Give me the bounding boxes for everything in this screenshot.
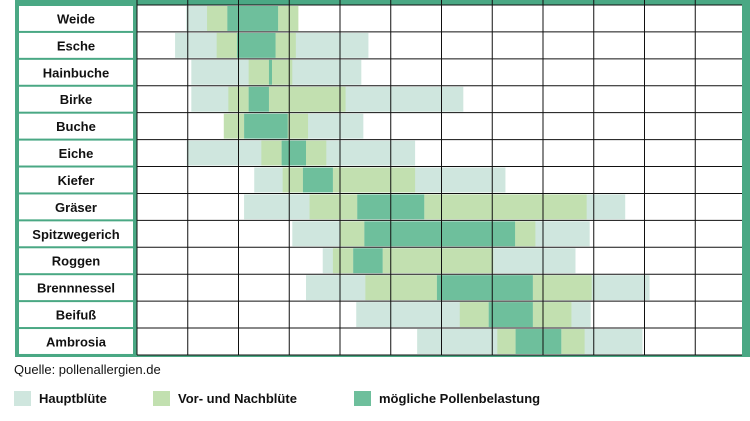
- row-label-birke: Birke: [60, 92, 93, 107]
- row-label-beifuß: Beifuß: [56, 308, 97, 323]
- vor-nachbluete-bar-esche-0: [216, 32, 237, 58]
- pollenbelastung-bar-brennnessel-0: [436, 275, 533, 301]
- month-grid: [136, 0, 742, 356]
- legend-label-prepost: Vor- und Nachblüte: [178, 391, 297, 406]
- row-label-roggen: Roggen: [52, 254, 100, 269]
- pollenbelastung-bar-beifuß-0: [488, 302, 533, 328]
- row-label-cell-brennnessel: [19, 275, 133, 301]
- source-note: Quelle: pollenallergien.de: [14, 362, 161, 377]
- pollenbelastung-bar-kiefer-0: [302, 167, 333, 193]
- row-label-spitzwegerich: Spitzwegerich: [32, 227, 119, 242]
- row-labels: Weide Esche Hainbuche Birke Buche Eiche Kiefer…: [32, 11, 119, 349]
- legend-swatch-main: [14, 391, 31, 406]
- vor-nachbluete-bar-weide-0: [207, 6, 228, 31]
- row-label-cell-birke: [19, 86, 133, 112]
- row-label-eiche: Eiche: [59, 146, 94, 161]
- vor-nachbluete-bar-ambrosia-0: [497, 329, 516, 354]
- pollenbelastung-bar-hainbuche-0: [268, 59, 272, 85]
- row-label-column: [19, 6, 133, 354]
- pollenbelastung-bar-esche-0: [236, 32, 276, 58]
- vor-nachbluete-bar-ambrosia-1: [561, 329, 585, 354]
- pollenbelastung-bar-eiche-0: [281, 140, 306, 166]
- row-label-kiefer: Kiefer: [58, 173, 95, 188]
- legend: Hauptblüte Vor- und Nachblüte mögliche Pol…: [14, 389, 734, 409]
- row-label-cell-kiefer: [19, 167, 133, 193]
- bloom-bars: [175, 6, 650, 354]
- row-label-cell-spitzwegerich: [19, 221, 133, 247]
- row-label-cell-eiche: [19, 140, 133, 166]
- legend-label-load: mögliche Pollenbelastung: [379, 391, 541, 406]
- row-label-cell-beifuß: [19, 302, 133, 328]
- row-label-cell-buche: [19, 113, 133, 139]
- vor-nachbluete-bar-spitzwegerich-0: [340, 221, 365, 247]
- pollenbelastung-bar-birke-0: [248, 86, 269, 112]
- legend-label-main: Hauptblüte: [39, 391, 107, 406]
- pollenbelastung-bar-buche-0: [244, 113, 288, 139]
- vor-nachbluete-bar-hainbuche-1: [271, 59, 293, 85]
- pollen-calendar-chart: Weide Esche Hainbuche Birke Buche Eiche Kiefer…: [15, 0, 750, 357]
- row-label-esche: Esche: [57, 38, 95, 53]
- row-label-weide: Weide: [57, 11, 95, 26]
- chart-svg: Weide Esche Hainbuche Birke Buche Eiche Kiefer…: [19, 0, 742, 356]
- pollenbelastung-bar-ambrosia-0: [515, 329, 562, 354]
- vor-nachbluete-bar-brennnessel-1: [532, 275, 592, 301]
- vor-nachbluete-bar-beifuß-1: [532, 302, 572, 328]
- legend-swatch-load: [354, 391, 371, 406]
- row-label-ambrosia: Ambrosia: [46, 335, 107, 350]
- vor-nachbluete-bar-kiefer-0: [282, 167, 303, 193]
- vor-nachbluete-bar-buche-0: [223, 113, 245, 139]
- vor-nachbluete-bar-beifuß-0: [459, 302, 489, 328]
- row-label-hainbuche: Hainbuche: [43, 65, 109, 80]
- vor-nachbluete-bar-brennnessel-0: [365, 275, 437, 301]
- vor-nachbluete-bar-birke-1: [268, 86, 346, 112]
- vor-nachbluete-bar-esche-1: [275, 32, 296, 58]
- row-label-cell-weide: [19, 6, 133, 31]
- row-label-cell-hainbuche: [19, 59, 133, 85]
- pollenbelastung-bar-weide-0: [227, 6, 279, 31]
- row-label-cell-roggen: [19, 248, 133, 274]
- vor-nachbluete-bar-weide-1: [278, 6, 299, 31]
- row-label-cell-esche: [19, 32, 133, 58]
- vor-nachbluete-bar-hainbuche-0: [248, 59, 269, 85]
- pollenbelastung-bar-spitzwegerich-0: [364, 221, 516, 247]
- vor-nachbluete-bar-eiche-1: [305, 140, 327, 166]
- vor-nachbluete-bar-gräser-0: [309, 194, 358, 220]
- row-label-gräser: Gräser: [55, 200, 97, 215]
- vor-nachbluete-bar-roggen-0: [332, 248, 354, 274]
- pollenbelastung-bar-roggen-0: [353, 248, 383, 274]
- row-label-cell-ambrosia: [19, 329, 133, 354]
- row-label-cell-gräser: [19, 194, 133, 220]
- vor-nachbluete-bar-roggen-1: [382, 248, 494, 274]
- row-label-buche: Buche: [56, 119, 96, 134]
- vor-nachbluete-bar-spitzwegerich-1: [515, 221, 536, 247]
- legend-swatch-prepost: [153, 391, 170, 406]
- vor-nachbluete-bar-kiefer-1: [332, 167, 416, 193]
- vor-nachbluete-bar-eiche-0: [261, 140, 282, 166]
- vor-nachbluete-bar-gräser-1: [424, 194, 587, 220]
- vor-nachbluete-bar-buche-1: [287, 113, 309, 139]
- row-label-brennnessel: Brennnessel: [37, 281, 115, 296]
